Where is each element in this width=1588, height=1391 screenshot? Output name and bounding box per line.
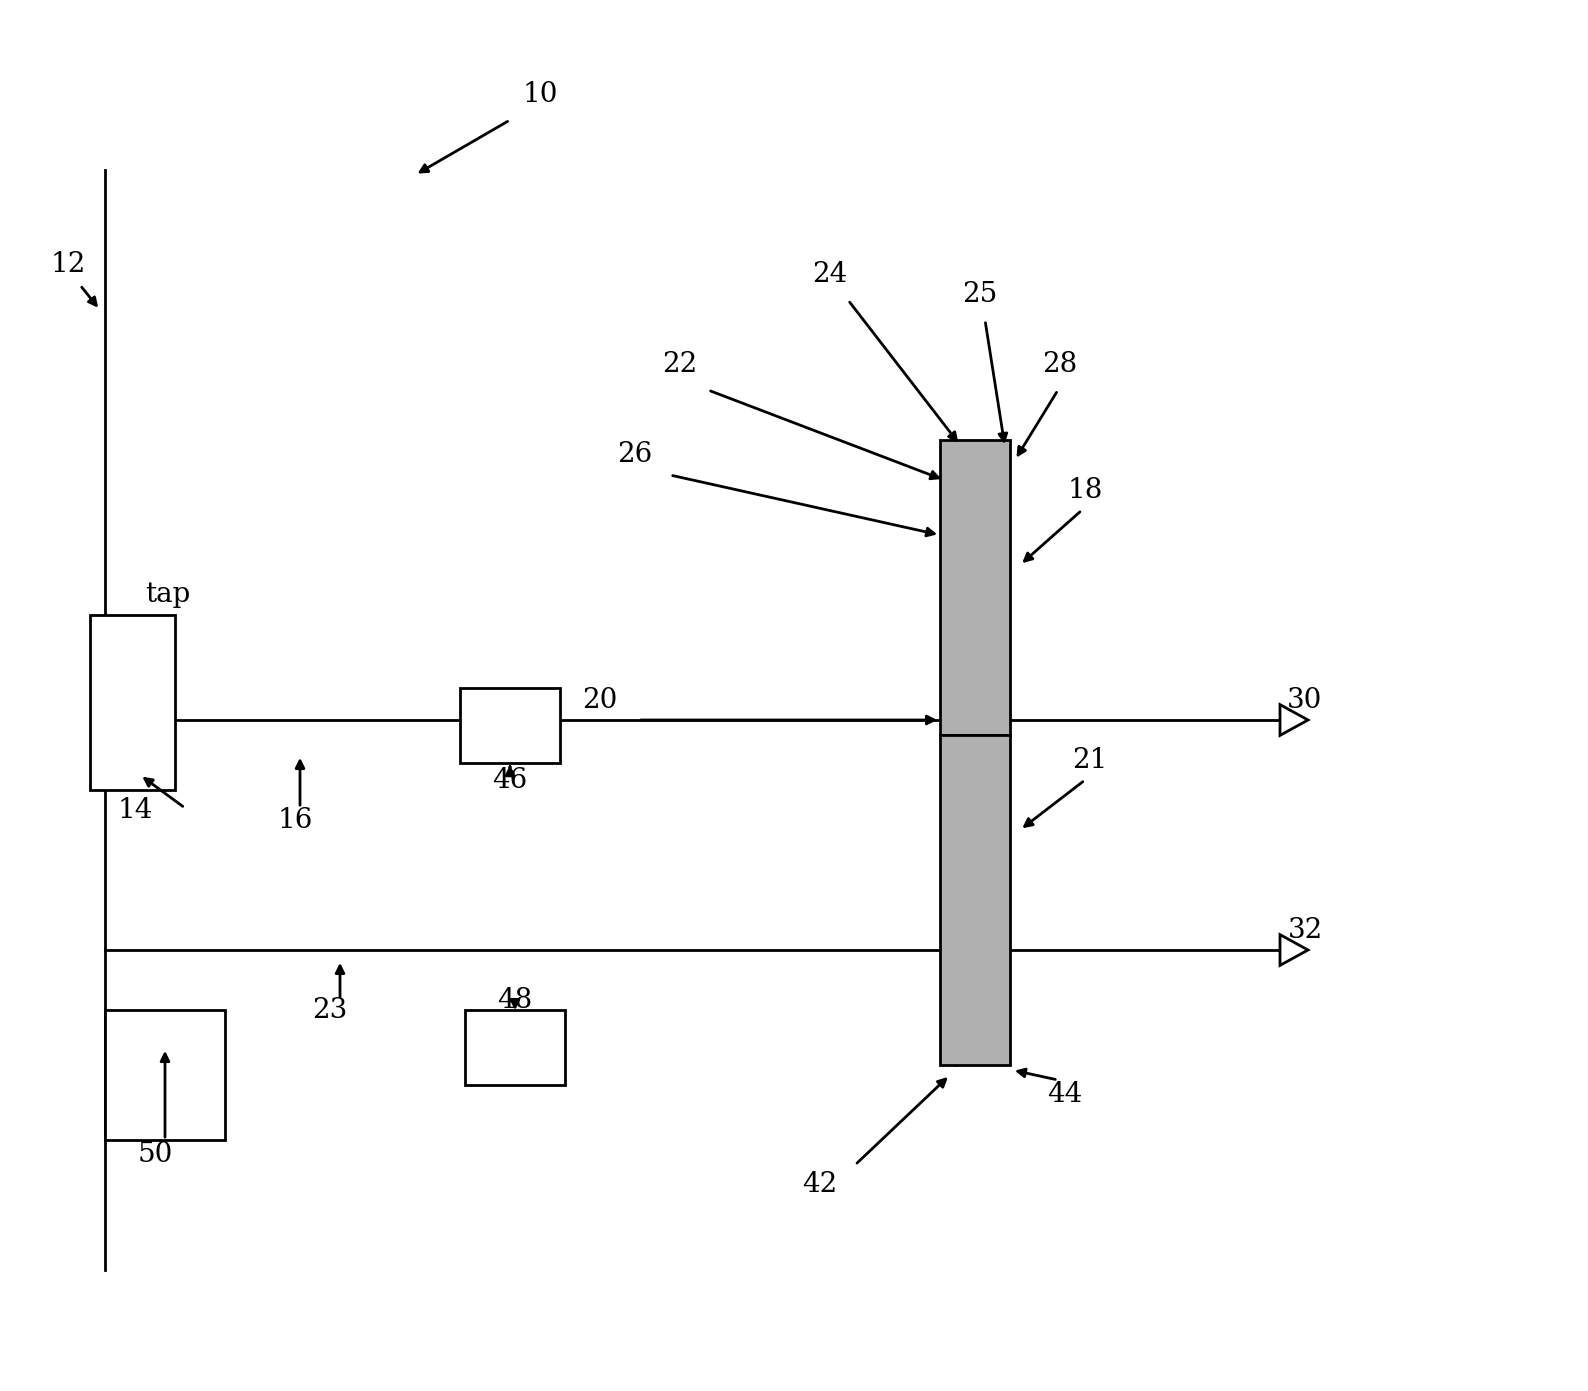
Text: 46: 46: [492, 766, 527, 793]
Text: 18: 18: [1067, 477, 1102, 504]
Text: 26: 26: [618, 441, 653, 469]
Bar: [940, 734, 1010, 1066]
Polygon shape: [1280, 705, 1309, 736]
Text: 28: 28: [1042, 352, 1078, 378]
Text: 42: 42: [802, 1171, 837, 1199]
Text: 50: 50: [137, 1142, 173, 1168]
Text: 16: 16: [278, 807, 313, 833]
Text: 22: 22: [662, 352, 697, 378]
Bar: [461, 689, 561, 764]
Text: 10: 10: [522, 82, 557, 108]
Text: 24: 24: [813, 262, 848, 288]
Polygon shape: [1280, 935, 1309, 965]
Text: 44: 44: [1048, 1081, 1083, 1109]
Text: 20: 20: [583, 687, 618, 714]
Text: 48: 48: [497, 986, 532, 1014]
Text: 21: 21: [1072, 747, 1108, 773]
Bar: [105, 1010, 225, 1141]
Text: 30: 30: [1288, 687, 1323, 714]
Text: 25: 25: [962, 281, 997, 309]
Text: tap: tap: [145, 581, 191, 608]
Bar: [465, 1010, 565, 1085]
Bar: [940, 440, 1010, 734]
Text: 12: 12: [51, 252, 86, 278]
Text: 32: 32: [1288, 917, 1323, 943]
Text: 23: 23: [313, 996, 348, 1024]
Bar: [91, 615, 175, 790]
Text: 14: 14: [118, 797, 152, 823]
